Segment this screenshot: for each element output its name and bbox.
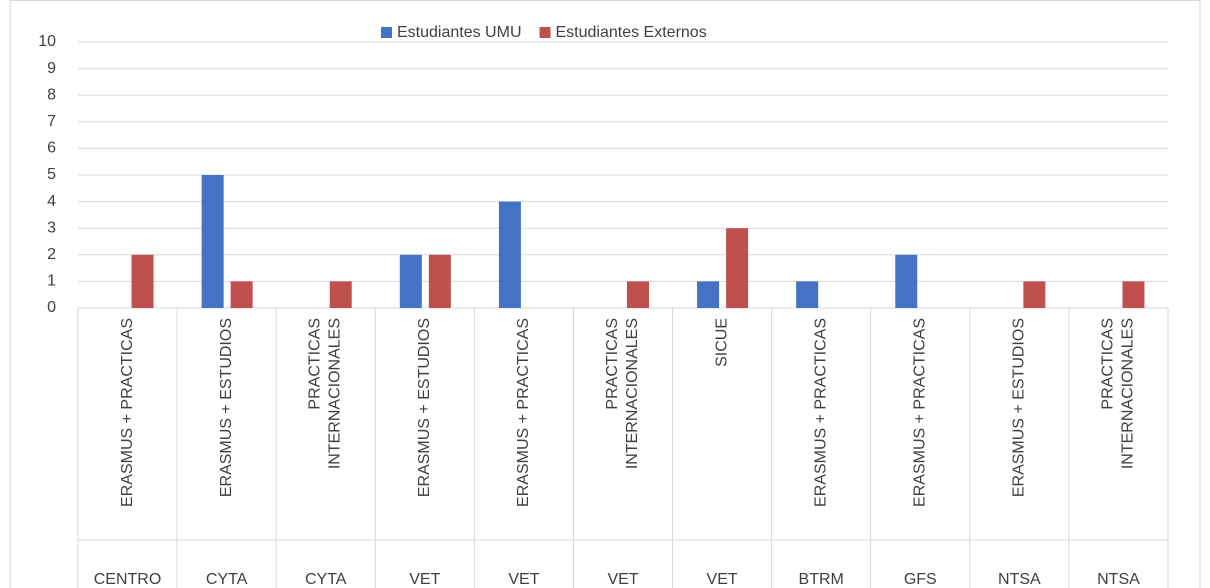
y-tick-label: 2 (47, 246, 56, 263)
bar (895, 254, 918, 308)
x-tick-label: SICUE (713, 318, 730, 367)
legend-swatch (539, 27, 551, 38)
bar (399, 254, 422, 308)
y-tick-label: 1 (47, 273, 56, 290)
bar (230, 281, 253, 308)
bar (796, 281, 819, 308)
x-tick-label: PRACTICAS INTERNACIONALES (604, 318, 641, 469)
group-label: BTRM (799, 571, 844, 588)
group-label: VET (707, 571, 738, 588)
x-tick-label: PRACTICAS INTERNACIONALES (1100, 318, 1137, 469)
x-tick-label: ERASMUS + PRACTICAS (119, 318, 136, 507)
group-label: GFS (904, 571, 937, 588)
group-label: VET (508, 571, 539, 588)
x-tick-label: ERASMUS + ESTUDIOS (1011, 318, 1028, 497)
bar (329, 281, 352, 308)
y-tick-label: 6 (47, 140, 56, 157)
bar (1023, 281, 1046, 308)
bar (201, 175, 224, 308)
y-tick-label: 7 (47, 113, 56, 130)
x-tick-label: ERASMUS + PRACTICAS (911, 318, 928, 507)
bar (1122, 281, 1145, 308)
bar (697, 281, 720, 308)
y-tick-label: 5 (47, 166, 56, 183)
y-tick-label: 10 (38, 33, 56, 50)
group-label: VET (607, 571, 638, 588)
group-label: NTSA (1097, 571, 1140, 588)
legend-label: Estudiantes UMU (397, 24, 522, 41)
group-label: CENTRO (94, 571, 162, 588)
group-label: VET (409, 571, 440, 588)
legend-swatch (381, 27, 392, 38)
x-tick-label: ERASMUS + ESTUDIOS (218, 318, 235, 497)
y-tick-label: 4 (47, 193, 56, 210)
y-tick-label: 3 (47, 219, 56, 236)
x-tick-label: ERASMUS + PRACTICAS (812, 318, 829, 507)
bar (726, 228, 749, 308)
y-tick-label: 0 (47, 299, 56, 316)
bar (131, 254, 154, 308)
y-tick-label: 9 (47, 60, 56, 77)
group-label: CYTA (206, 571, 248, 588)
x-tick-label: ERASMUS + ESTUDIOS (416, 318, 433, 497)
y-tick-label: 8 (47, 86, 56, 103)
bar (627, 281, 649, 308)
x-tick-label: PRACTICAS INTERNACIONALES (307, 318, 344, 469)
group-label: NTSA (998, 571, 1041, 588)
bar (428, 254, 451, 308)
chart-border (9, 0, 1201, 588)
bar (498, 201, 521, 308)
group-label: CYTA (305, 571, 347, 588)
legend-label: Estudiantes Externos (556, 24, 707, 41)
x-tick-label: ERASMUS + PRACTICAS (515, 318, 532, 507)
